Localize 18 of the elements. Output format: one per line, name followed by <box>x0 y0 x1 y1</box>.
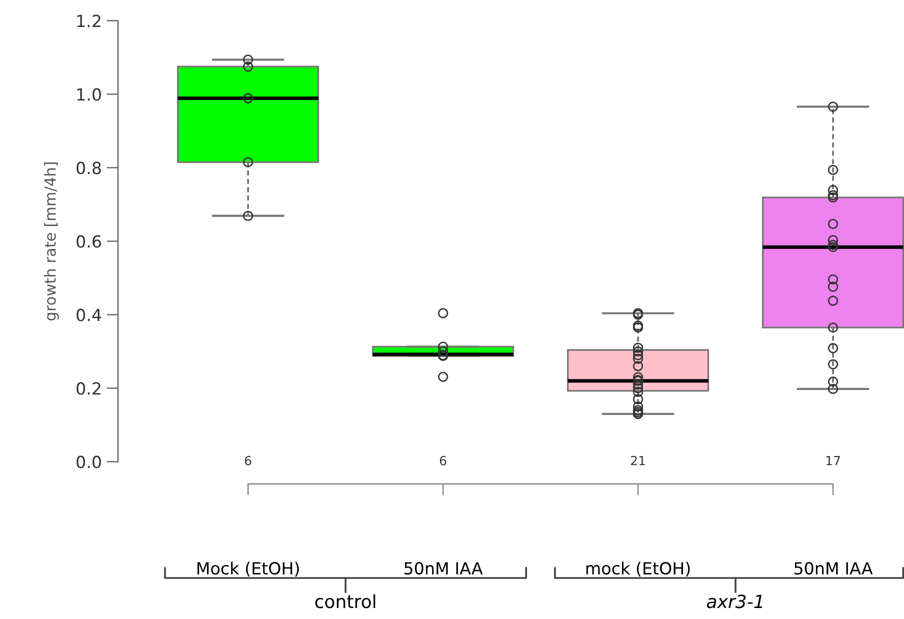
y-tick-label: 1.2 <box>77 14 100 28</box>
x-tick-label: Mock (EtOH) <box>197 562 299 577</box>
annotation: 17 <box>826 456 840 466</box>
x-tick-label: 50nM IAA <box>404 562 483 575</box>
x-tick-label: mock (EtOH) <box>586 562 690 577</box>
text: axr3-1 <box>706 594 762 608</box>
y-axis-title: growth rate [mm/4h] <box>44 162 59 320</box>
text: control <box>315 594 376 608</box>
y-tick-label: 0.6 <box>76 235 101 248</box>
y-tick-label: 0.2 <box>76 382 100 395</box>
y-tick-label: 0.8 <box>76 162 101 174</box>
y-tick-label: 1.0 <box>77 88 101 101</box>
annotation: 6 <box>440 456 446 466</box>
annotation: 6 <box>244 456 252 466</box>
y-tick-label: 0.0 <box>76 456 101 468</box>
annotation: 21 <box>631 456 645 466</box>
x-tick-label: 50nM IAA <box>794 562 873 575</box>
y-tick-label: 0.4 <box>76 308 102 322</box>
